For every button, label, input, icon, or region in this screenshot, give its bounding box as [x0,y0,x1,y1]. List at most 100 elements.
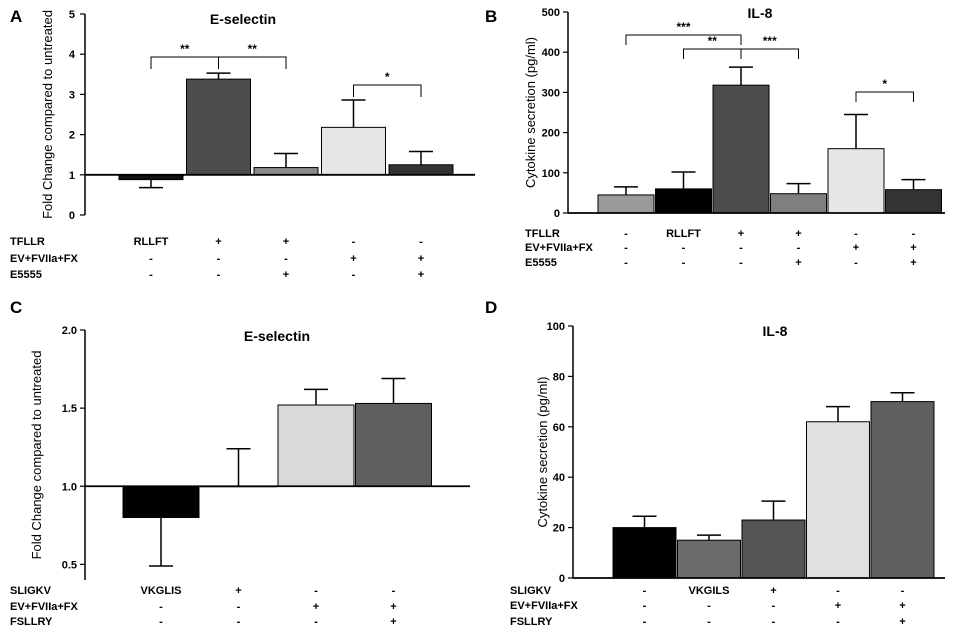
bar [253,167,319,176]
significance-label: ** [180,42,190,56]
table-row-label: E5555 [525,257,557,269]
table-cell: VKGILS [689,585,730,597]
table-cell: - [624,257,628,269]
table-cell: - [159,616,163,628]
table-cell: RLLFT [134,236,169,248]
panel-d: D IL-8 0 20 40 60 80 100 Cytokine secretion (pg/… [485,298,945,628]
table-cell: - [739,242,743,254]
table-cell: - [901,585,905,597]
y-tick-label: 0.5 [62,559,77,571]
chart-title: IL-8 [763,323,788,339]
y-tick-label: 1 [69,170,75,182]
bar [806,421,870,579]
table-cell: - [772,600,776,612]
table-cell: - [682,257,686,269]
significance-bracket [218,56,287,69]
table-cell: - [707,600,711,612]
table-cell: + [835,600,841,612]
table-cell: - [707,616,711,628]
table-cell: - [314,585,318,597]
table-cell: + [283,236,289,248]
table-cell: + [418,269,424,281]
panel-letter: D [485,298,497,317]
table-cell: - [217,269,221,281]
table-cell: + [910,257,916,269]
bar [677,539,741,579]
bar [712,84,770,214]
bar [655,188,712,214]
y-tick-label: 500 [542,7,560,19]
significance-label: * [385,70,390,84]
table-cell: - [217,253,221,265]
table-cell: + [235,585,241,597]
panel-letter: A [10,7,22,26]
panel-letter: B [485,7,497,26]
table-cell: VKGLIS [141,585,182,597]
significance-bracket [855,91,914,102]
table-row-label: EV+FVIIa+FX [510,600,579,612]
bar [388,164,454,176]
panel-b: B IL-8 0 100 200 300 400 500 Cytokine secretion … [485,5,945,269]
table-cell: + [215,236,221,248]
table-cell: - [624,242,628,254]
y-tick-label: 3 [69,89,75,101]
table-row-label: FSLLRY [10,616,53,628]
y-axis-label: Fold Change compared to untreated [40,10,55,219]
y-tick-label: 80 [553,371,565,383]
table-cell: + [910,242,916,254]
table-cell: - [284,253,288,265]
table-cell: + [795,257,801,269]
y-tick-label: 0 [554,208,560,220]
table-cell: + [313,601,319,613]
bar [770,193,827,214]
table-cell: + [770,585,776,597]
significance-bracket [740,48,799,59]
bar [355,402,432,487]
significance-label: *** [763,34,777,48]
y-tick-label: 4 [69,49,76,61]
table-cell: - [624,228,628,240]
significance-label: * [882,77,887,91]
y-tick-label: 400 [542,47,560,59]
table-cell: - [682,242,686,254]
table-cell: - [854,228,858,240]
chart-title: E-selectin [210,11,276,27]
y-tick-label: 2 [69,130,75,142]
y-axis-label: Fold Change compared to untreated [29,351,44,560]
bar [741,519,806,579]
y-tick-label: 300 [542,87,560,99]
table-cell: + [390,601,396,613]
table-cell: + [350,253,356,265]
table-cell: + [795,228,801,240]
y-tick-label: 1.5 [62,403,77,415]
bar [885,189,942,214]
table-cell: - [392,585,396,597]
y-axis-label: Cytokine secretion (pg/ml) [523,37,538,188]
table-cell: + [418,253,424,265]
table-cell: + [853,242,859,254]
bar [186,78,251,176]
table-cell: - [149,269,153,281]
table-row-label: E5555 [10,269,42,281]
y-tick-label: 2.0 [62,325,77,337]
table-cell: + [390,616,396,628]
table-cell: - [149,253,153,265]
table-cell: + [283,269,289,281]
table-cell: - [797,242,801,254]
table-row-label: TFLLR [10,236,45,248]
table-cell: - [419,236,423,248]
table-cell: + [738,228,744,240]
table-cell: - [237,616,241,628]
bar [827,148,885,214]
table-cell: - [352,269,356,281]
significance-bracket [150,56,219,69]
bar [612,527,677,579]
table-row-label: FSLLRY [510,616,553,628]
y-tick-label: 20 [553,523,565,535]
panel-a: A E-selectin 0 1 2 3 4 5 Fold Change compared to… [10,7,475,281]
significance-label: ** [708,34,718,48]
bar [870,401,935,579]
table-cell: + [899,616,905,628]
table-row-label: SLIGKV [510,585,552,597]
